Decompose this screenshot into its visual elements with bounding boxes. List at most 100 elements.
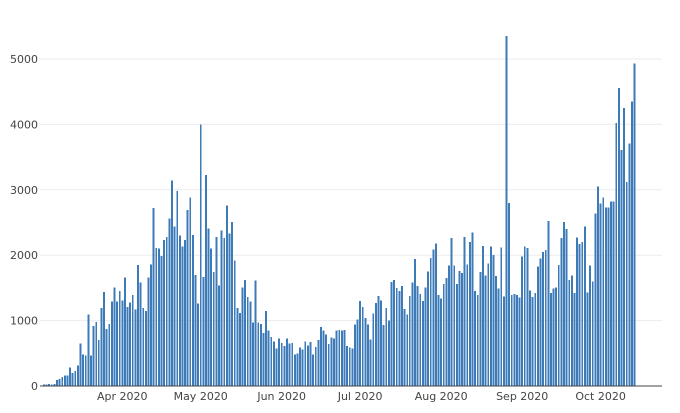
bar[interactable] [249, 301, 252, 386]
bar[interactable] [134, 309, 137, 386]
bar[interactable] [492, 255, 495, 386]
bar[interactable] [197, 303, 200, 386]
bar[interactable] [591, 281, 594, 386]
bar[interactable] [372, 313, 375, 386]
bar[interactable] [581, 242, 584, 386]
bar[interactable] [173, 226, 176, 386]
bar[interactable] [474, 291, 477, 386]
bar[interactable] [286, 338, 288, 386]
bar[interactable] [610, 201, 612, 386]
bar[interactable] [406, 314, 409, 386]
bar[interactable] [563, 221, 565, 386]
bar[interactable] [547, 221, 550, 386]
bar[interactable] [90, 355, 92, 386]
bar[interactable] [184, 240, 186, 386]
bar[interactable] [544, 249, 547, 386]
bar[interactable] [536, 266, 539, 386]
bar[interactable] [631, 101, 633, 386]
bar[interactable] [61, 376, 64, 386]
bar[interactable] [353, 324, 356, 386]
bar[interactable] [526, 248, 529, 386]
bar[interactable] [424, 287, 427, 386]
bar[interactable] [215, 236, 218, 386]
bar[interactable] [620, 149, 623, 386]
bar[interactable] [455, 283, 458, 386]
bar[interactable] [568, 280, 571, 386]
bar[interactable] [152, 208, 155, 386]
bar[interactable] [199, 124, 202, 387]
bar[interactable] [178, 235, 181, 386]
bar[interactable] [448, 265, 450, 386]
bar[interactable] [408, 295, 411, 386]
bar[interactable] [552, 288, 555, 386]
bar[interactable] [163, 240, 166, 386]
bar[interactable] [317, 340, 320, 386]
bar[interactable] [385, 308, 388, 386]
bar[interactable] [171, 180, 173, 386]
bar[interactable] [194, 274, 197, 386]
bar[interactable] [92, 325, 95, 386]
bar[interactable] [210, 248, 213, 386]
bar[interactable] [71, 372, 74, 386]
bar[interactable] [508, 202, 511, 386]
bar[interactable] [228, 233, 231, 386]
bar[interactable] [505, 36, 508, 387]
bar[interactable] [421, 300, 424, 386]
bar[interactable] [267, 330, 270, 386]
bar[interactable] [364, 317, 367, 386]
bar[interactable] [338, 329, 341, 386]
bar[interactable] [437, 295, 440, 386]
bar[interactable] [555, 287, 558, 386]
bar[interactable] [244, 280, 247, 386]
bar[interactable] [48, 384, 51, 386]
bar[interactable] [466, 264, 469, 386]
bar[interactable] [351, 348, 354, 386]
bar[interactable] [113, 287, 116, 386]
bar[interactable] [100, 308, 103, 386]
bar[interactable] [495, 276, 497, 386]
bar[interactable] [126, 306, 129, 386]
bar[interactable] [374, 302, 377, 386]
bar[interactable] [110, 301, 113, 386]
bar[interactable] [523, 246, 526, 386]
bar[interactable] [74, 370, 77, 386]
bar[interactable] [529, 290, 531, 386]
bar[interactable] [189, 197, 192, 386]
bar[interactable] [231, 221, 234, 386]
bar[interactable] [87, 314, 90, 386]
bar[interactable] [463, 236, 466, 386]
bar[interactable] [76, 365, 79, 386]
bar[interactable] [401, 285, 403, 386]
bar[interactable] [510, 295, 513, 386]
bar[interactable] [450, 238, 453, 386]
bar[interactable] [395, 287, 398, 386]
bar[interactable] [411, 282, 414, 386]
bar[interactable] [484, 275, 487, 386]
bar[interactable] [293, 354, 296, 386]
bar[interactable] [280, 342, 283, 386]
bar[interactable] [589, 265, 592, 386]
bar[interactable] [246, 297, 249, 386]
bar[interactable] [516, 295, 518, 386]
bar[interactable] [340, 330, 343, 386]
bar[interactable] [262, 333, 265, 386]
bar[interactable] [586, 292, 589, 386]
bar[interactable] [202, 276, 205, 386]
bar[interactable] [531, 297, 534, 386]
bar[interactable] [320, 327, 322, 386]
bar[interactable] [97, 340, 100, 386]
bar[interactable] [393, 280, 396, 386]
bar[interactable] [382, 325, 385, 386]
bar[interactable] [625, 181, 628, 386]
bar[interactable] [419, 293, 422, 386]
bar[interactable] [191, 234, 194, 386]
bar[interactable] [259, 323, 262, 386]
bar[interactable] [84, 355, 87, 386]
bar[interactable] [356, 319, 359, 386]
bar[interactable] [461, 272, 464, 386]
bar[interactable] [176, 191, 179, 386]
bar[interactable] [346, 346, 349, 386]
bar[interactable] [142, 308, 145, 386]
bar[interactable] [45, 384, 48, 386]
bar[interactable] [82, 354, 85, 386]
